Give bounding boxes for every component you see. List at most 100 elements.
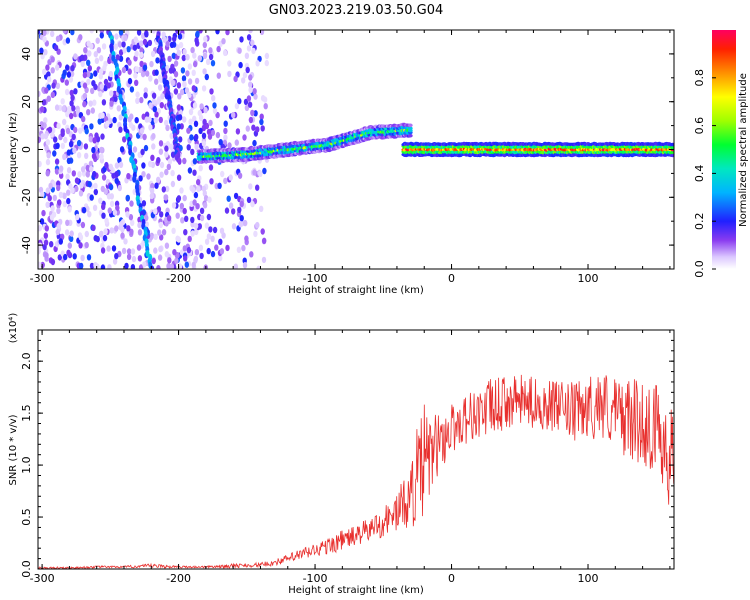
spectrogram-cell — [114, 162, 120, 169]
spectrogram-cell — [43, 117, 48, 124]
spectrogram-cell — [112, 90, 117, 98]
spectrogram-cell — [242, 134, 247, 141]
spectrogram-cell — [95, 37, 100, 44]
spectrogram-cell — [90, 107, 96, 114]
spectrogram-cell — [223, 177, 228, 185]
spectrogram-cell — [148, 160, 153, 168]
spectrogram-cell — [127, 116, 132, 123]
spectrogram-cell — [76, 152, 82, 159]
spectrogram-cell — [66, 157, 72, 165]
spectrogram-cell — [44, 252, 49, 259]
spectrogram-cell — [62, 253, 68, 261]
spectrogram-cell — [172, 249, 177, 256]
spectrogram-cell — [164, 119, 169, 127]
spectrogram-cell — [126, 253, 132, 260]
spectrogram-cell — [166, 262, 171, 269]
spectrogram-cell — [80, 254, 85, 262]
spectrogram-cell — [228, 202, 234, 209]
snr-panel: -300 -200 -100 0 100 0.0 0.5 1.0 1.5 2.0 Height … — [8, 313, 675, 596]
spectrogram-cell — [248, 74, 253, 81]
spectrogram-cell — [96, 47, 102, 54]
spectrogram-cell — [190, 230, 195, 237]
spectrogram-cell — [102, 64, 107, 72]
spectrogram-cell — [177, 93, 182, 100]
spectrogram-cell — [72, 253, 77, 260]
spectrogram-cell — [248, 81, 253, 88]
spectrogram-cell — [215, 30, 220, 35]
spectrogram-cell — [98, 73, 104, 80]
spectrogram-cell — [207, 196, 212, 203]
spectrogram-cell — [218, 254, 223, 262]
snr-x-label: Height of straight line (km) — [288, 585, 424, 596]
spectrogram-cell — [89, 123, 94, 130]
spectrogram-cell — [130, 219, 135, 226]
spectrogram-cell — [182, 48, 187, 55]
spectrogram-cell — [165, 64, 170, 72]
spectrogram-cell — [215, 111, 220, 119]
spectrogram-cell — [262, 167, 267, 175]
spectrogram-cell — [228, 174, 233, 181]
spectrogram-cell — [198, 244, 204, 251]
spectrogram-cell — [148, 75, 153, 82]
spectrogram-cell — [127, 68, 132, 75]
spectrogram-cell — [131, 255, 137, 263]
spectrogram-cell — [175, 44, 180, 51]
spectrogram-cell — [136, 30, 142, 36]
spectrogram-cell — [227, 142, 232, 149]
spectrogram-cell — [43, 49, 48, 56]
spectrogram-cell — [103, 228, 108, 235]
spectrogram-cell — [170, 151, 176, 158]
spectrogram-cell — [199, 214, 205, 222]
spectrogram-cell — [128, 121, 133, 129]
spectrogram-cell — [180, 67, 186, 74]
colorbar-tick-label-0: 0.0 — [693, 260, 706, 278]
spectrogram-cell — [71, 105, 76, 112]
spectrogram-cell — [231, 208, 236, 215]
spectrogram-cell — [153, 247, 158, 254]
spectrogram-cell — [143, 92, 148, 99]
spectrogram-cell — [103, 84, 108, 92]
spectrogram-cell — [46, 152, 51, 159]
spectrogram-cell — [194, 77, 200, 85]
spectrogram-cell — [56, 207, 61, 214]
spectrogram-cell — [134, 66, 140, 73]
spectrogram-cell — [166, 163, 171, 171]
spectrogram-cell — [223, 134, 228, 141]
spectrogram-cell — [190, 148, 195, 156]
spectrogram-cell — [186, 246, 192, 254]
spectrogram-cell — [134, 79, 139, 87]
spectrogram-cell — [212, 226, 218, 234]
spectrogram-cell — [156, 157, 161, 164]
snr-x-tick-label-4: 100 — [578, 572, 599, 585]
spectrogram-cell — [239, 200, 244, 208]
spectrogram-cell — [53, 136, 58, 143]
spectrogram-cell — [158, 245, 163, 253]
spectrogram-cell — [146, 173, 151, 180]
spectrogram-cell — [84, 128, 89, 135]
spectrogram-cell — [73, 53, 78, 60]
spectrogram-cell — [65, 64, 70, 71]
spectrogram-cell — [64, 79, 70, 86]
spectrogram-cell — [193, 60, 198, 68]
spectrogram-cell — [169, 263, 175, 269]
spectrogram-cell — [48, 182, 53, 190]
snr-x-tick-label-1: -200 — [166, 572, 191, 585]
spectrogram-cell — [78, 242, 83, 249]
spectrogram-cell — [92, 170, 97, 178]
spectrogram-cell — [223, 127, 228, 135]
spectrogram-cell — [50, 258, 56, 266]
spectrogram-cell — [83, 47, 88, 54]
spectrogram-cell — [70, 65, 75, 72]
spectrogram-cell — [182, 245, 187, 252]
spectrogram-x-tick-label-3: 0 — [448, 272, 455, 285]
spectrogram-cell — [252, 169, 257, 176]
spectrogram-cell — [38, 30, 41, 35]
spectrogram-cell — [216, 45, 221, 53]
spectrogram-cell — [248, 30, 253, 34]
spectrogram-cell — [139, 40, 144, 47]
spectrogram-cell — [247, 101, 253, 108]
spectrogram-cell — [130, 248, 136, 255]
spectrogram-cell — [92, 204, 98, 211]
spectrogram-x-tick-label-4: 100 — [578, 272, 599, 285]
spectrogram-cell — [100, 264, 106, 269]
